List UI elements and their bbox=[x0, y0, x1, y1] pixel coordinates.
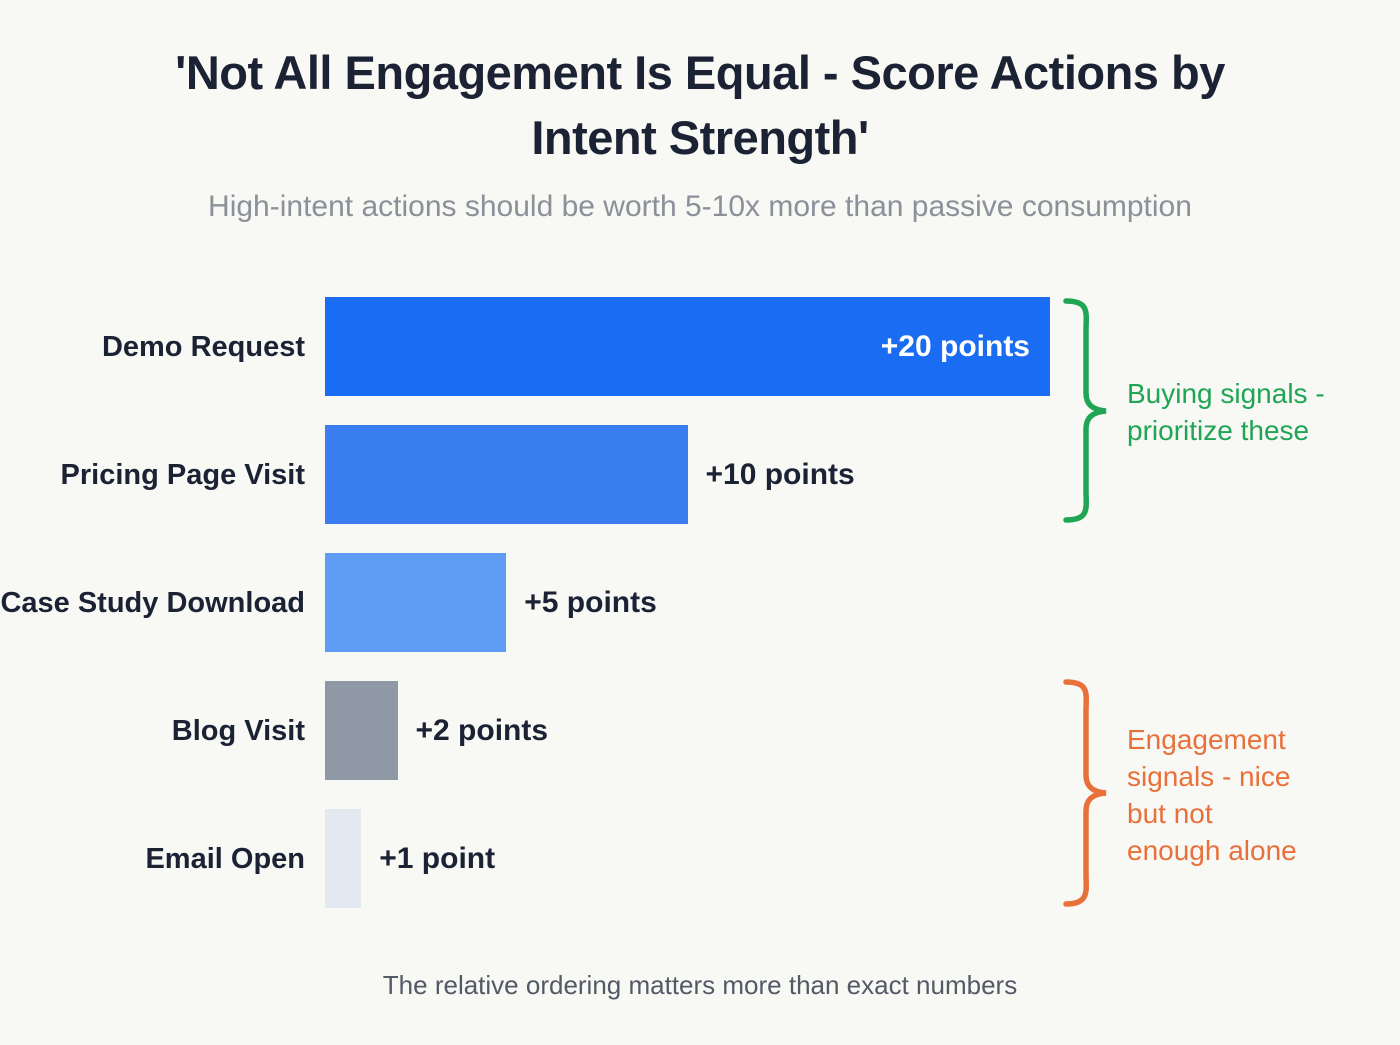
value-label: +5 points bbox=[524, 585, 657, 619]
chart-footnote: The relative ordering matters more than … bbox=[382, 970, 1018, 1000]
bar-track: +1 point bbox=[325, 809, 1100, 908]
bar-row-blog-visit: Blog Visit +2 points bbox=[0, 681, 1100, 780]
bar-row-demo-request: Demo Request +20 points bbox=[0, 297, 1100, 396]
bar-row-pricing-page-visit: Pricing Page Visit +10 points bbox=[0, 425, 1100, 524]
category-label: Pricing Page Visit bbox=[60, 458, 305, 491]
category-label: Demo Request bbox=[101, 330, 305, 363]
category-label: Email Open bbox=[145, 842, 305, 875]
chart-subtitle: High-intent actions should be worth 5-10… bbox=[208, 190, 1192, 223]
bar-email-open bbox=[325, 809, 362, 908]
bar-demo-request: +20 points bbox=[325, 297, 1050, 396]
value-label: +1 point bbox=[379, 841, 496, 875]
bar-blog-visit bbox=[325, 681, 398, 780]
value-label: +10 points bbox=[705, 457, 855, 491]
category-label: Blog Visit bbox=[171, 714, 305, 747]
bar-track: +20 points bbox=[325, 297, 1100, 396]
bar-track: +10 points bbox=[325, 425, 1100, 524]
engagement-signals-annotation: Engagement signals - nice but not enough… bbox=[1127, 724, 1297, 866]
value-label: +20 points bbox=[880, 329, 1030, 363]
bar-pricing-page-visit bbox=[325, 425, 688, 524]
engagement-signals-brace-icon bbox=[1063, 679, 1107, 907]
bar-case-study-download bbox=[325, 553, 507, 652]
buying-signals-brace-icon bbox=[1063, 298, 1107, 523]
category-label: Case Study Download bbox=[0, 586, 305, 619]
chart-title: 'Not All Engagement Is Equal - Score Act… bbox=[175, 46, 1225, 164]
bar-track: +5 points bbox=[325, 553, 1100, 652]
bar-row-case-study-download: Case Study Download +5 points bbox=[0, 553, 1100, 652]
bar-row-email-open: Email Open +1 point bbox=[0, 809, 1100, 908]
bar-chart: Demo Request +20 points Pricing Page Vis… bbox=[0, 297, 1100, 937]
buying-signals-annotation: Buying signals - prioritize these bbox=[1127, 378, 1325, 446]
value-label: +2 points bbox=[415, 713, 549, 747]
bar-track: +2 points bbox=[325, 681, 1100, 780]
